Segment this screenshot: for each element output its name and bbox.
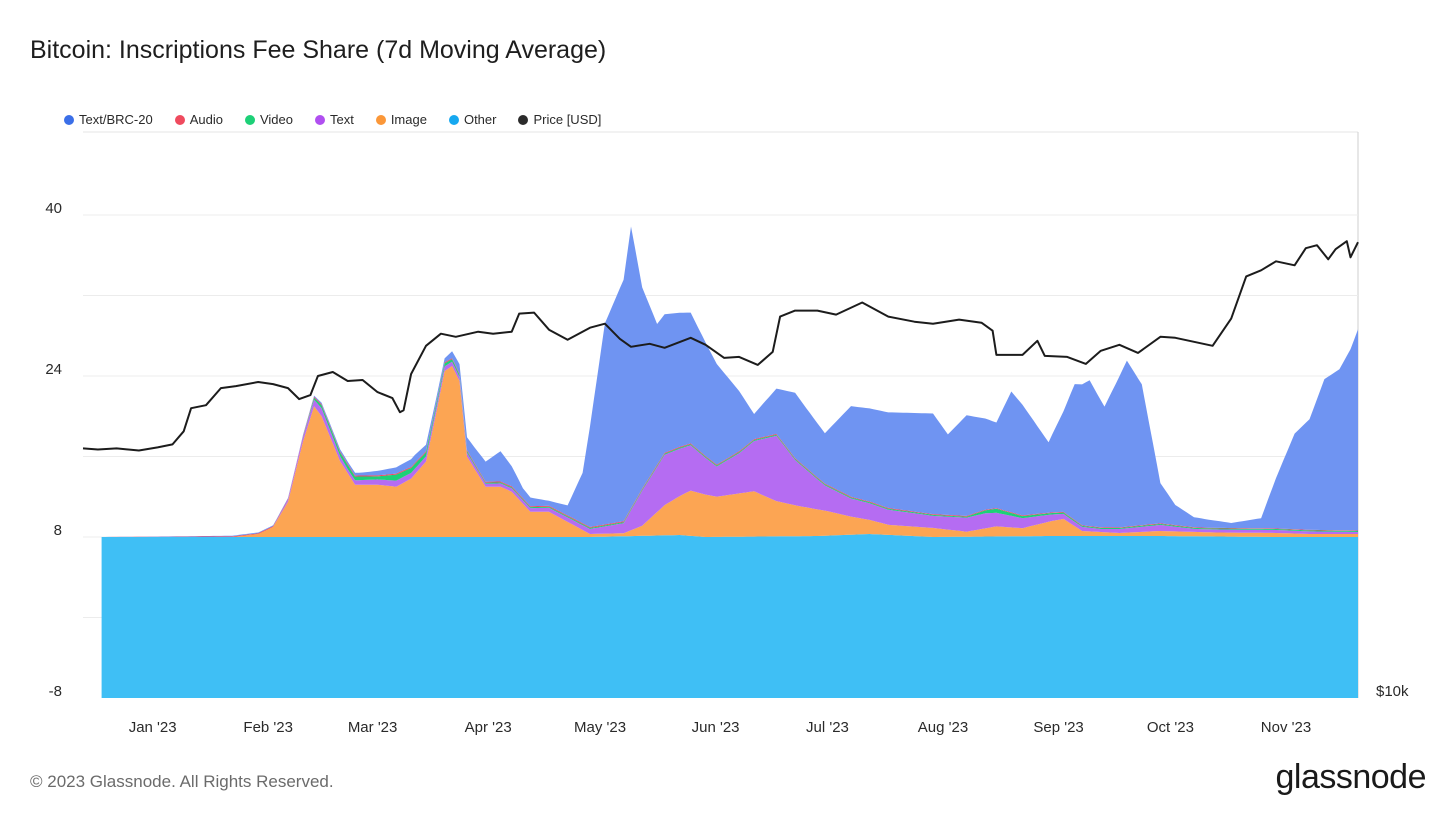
- legend-label: Image: [390, 112, 427, 127]
- legend-label: Text: [329, 112, 354, 127]
- legend-label: Text/BRC-20: [79, 112, 153, 127]
- chart-stacked-areas: [101, 226, 1359, 698]
- area-other: [101, 534, 1359, 698]
- legend-dot-icon: [64, 114, 74, 125]
- legend-dot-icon: [244, 114, 255, 125]
- legend-label: Video: [259, 112, 293, 127]
- chart-price-line: [82, 240, 1359, 452]
- x-tick-label: Mar '23: [348, 719, 398, 736]
- legend-dot-icon: [518, 114, 529, 125]
- x-tick-label: May '23: [574, 719, 626, 736]
- x-tick-label: Jul '23: [806, 719, 849, 736]
- legend-dot-icon: [174, 114, 185, 125]
- x-tick-label: Apr '23: [465, 719, 512, 736]
- legend-item-price[interactable]: Price [USD]: [518, 112, 601, 127]
- legend-item-video[interactable]: Video: [244, 112, 293, 127]
- y-tick-label: 8: [54, 522, 62, 539]
- legend-item-text-brc20[interactable]: Text/BRC-20: [64, 112, 153, 127]
- legend-dot-icon: [448, 114, 459, 125]
- area-text-brc-20: [101, 226, 1359, 537]
- area-image: [101, 365, 1359, 537]
- legend-item-audio[interactable]: Audio: [174, 112, 223, 127]
- legend-item-image[interactable]: Image: [375, 112, 427, 127]
- chart-title: Bitcoin: Inscriptions Fee Share (7d Movi…: [30, 36, 607, 64]
- glassnode-logo: glassnode: [1275, 758, 1426, 796]
- legend-item-text[interactable]: Text: [314, 112, 354, 127]
- x-tick-label: Feb '23: [243, 719, 293, 736]
- chart-axes: 40 24 8 -8 $10k Jan '23 Feb '23 Mar '23 Apr '23 M…: [45, 200, 1409, 736]
- copyright-text: © 2023 Glassnode. All Rights Reserved.: [30, 772, 334, 791]
- x-tick-label: Nov '23: [1261, 719, 1311, 736]
- price-usd-line: [82, 240, 1359, 452]
- x-tick-label: Aug '23: [918, 719, 968, 736]
- chart-legend: Text/BRC-20 Audio Video Text Image Other…: [64, 112, 623, 127]
- legend-dot-icon: [375, 114, 386, 125]
- legend-item-other[interactable]: Other: [448, 112, 497, 127]
- x-tick-label: Sep '23: [1033, 719, 1083, 736]
- x-tick-label: Oct '23: [1147, 719, 1194, 736]
- x-tick-label: Jun '23: [692, 719, 740, 736]
- x-tick-label: Jan '23: [129, 719, 177, 736]
- legend-dot-icon: [314, 114, 325, 125]
- legend-label: Other: [463, 112, 497, 127]
- legend-label: Price [USD]: [533, 112, 602, 127]
- y-tick-label: 24: [45, 361, 62, 378]
- y-tick-label: 40: [45, 200, 62, 217]
- y-right-tick-label: $10k: [1376, 683, 1409, 700]
- legend-label: Audio: [189, 112, 223, 127]
- y-tick-label: -8: [49, 683, 62, 700]
